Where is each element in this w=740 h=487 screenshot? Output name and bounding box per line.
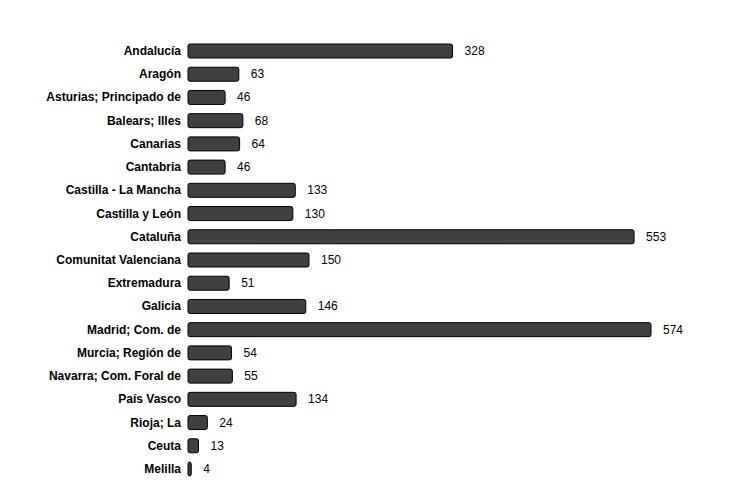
data-label: 130: [305, 207, 325, 221]
data-label: 46: [237, 160, 251, 174]
category-label: Melilla: [144, 462, 181, 476]
category-label: Canarias: [130, 137, 181, 151]
data-label: 133: [307, 183, 327, 197]
category-label: Madrid; Com. de: [87, 323, 181, 337]
bars: [188, 44, 651, 476]
data-label: 46: [237, 90, 251, 104]
category-label: Navarra; Com. Foral de: [49, 369, 181, 383]
data-label: 150: [321, 253, 341, 267]
category-label: Balears; Illes: [107, 114, 181, 128]
category-label: Castilla - La Mancha: [66, 183, 182, 197]
category-label: Andalucía: [124, 44, 182, 58]
data-label: 574: [663, 323, 683, 337]
data-label: 64: [252, 137, 266, 151]
category-label: Murcia; Región de: [77, 346, 181, 360]
bar: [188, 462, 191, 476]
bar: [188, 230, 634, 244]
category-label: Ceuta: [148, 439, 182, 453]
data-label: 51: [241, 276, 255, 290]
data-label: 134: [308, 392, 328, 406]
bar: [188, 114, 243, 128]
bar: [188, 160, 225, 174]
category-label: Asturias; Principado de: [46, 90, 181, 104]
bar: [188, 323, 651, 337]
category-label: Extremadura: [108, 276, 182, 290]
category-label: Comunitat Valenciana: [56, 253, 181, 267]
bar: [188, 253, 309, 267]
bar: [188, 276, 229, 290]
data-label: 24: [219, 416, 233, 430]
data-label: 54: [244, 346, 258, 360]
chart: Andalucía 328 Aragón 63 Asturias; Principado…: [0, 0, 740, 487]
bar: [188, 416, 207, 430]
bar: [188, 137, 240, 151]
bar: [188, 299, 306, 313]
bar: [188, 67, 239, 81]
labels: Andalucía 328 Aragón 63 Asturias; Principado…: [46, 44, 683, 476]
data-label: 146: [318, 299, 338, 313]
bar: [188, 439, 198, 453]
bar: [188, 392, 296, 406]
data-label: 13: [210, 439, 224, 453]
bar: [188, 90, 225, 104]
category-label: Galicia: [142, 299, 182, 313]
data-label: 63: [251, 67, 265, 81]
data-label: 55: [244, 369, 258, 383]
bar: [188, 346, 232, 360]
category-label: Rioja; La: [130, 416, 181, 430]
data-label: 68: [255, 114, 269, 128]
category-label: Cataluña: [130, 230, 181, 244]
data-label: 328: [465, 44, 485, 58]
data-label: 4: [203, 462, 210, 476]
category-label: Aragón: [139, 67, 181, 81]
category-label: Castilla y León: [96, 207, 181, 221]
bar: [188, 207, 293, 221]
category-label: País Vasco: [118, 392, 181, 406]
bar: [188, 369, 232, 383]
category-label: Cantabria: [126, 160, 182, 174]
bar: [188, 44, 453, 58]
bar: [188, 183, 295, 197]
data-label: 553: [646, 230, 666, 244]
